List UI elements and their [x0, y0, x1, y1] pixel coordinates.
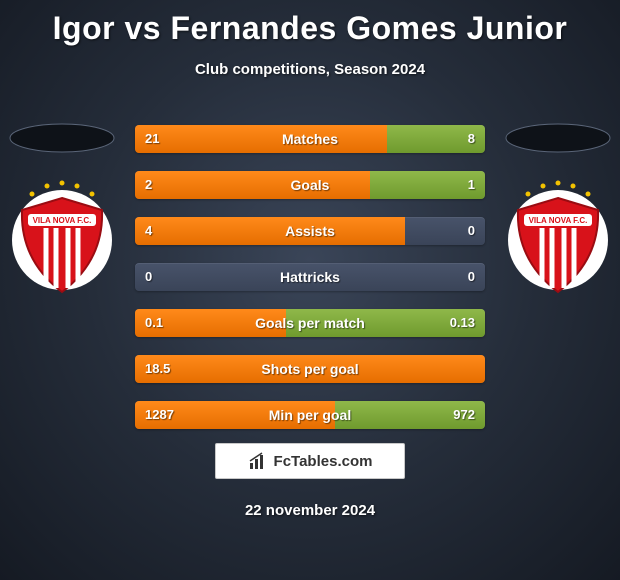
- stat-label: Matches: [135, 125, 485, 153]
- stats-comparison: 218Matches 21Goals 40Assists 00Hattricks 0.1…: [135, 125, 485, 447]
- brand-logo: FcTables.com: [215, 443, 405, 479]
- stat-row: 21Goals: [135, 171, 485, 199]
- stat-label: Shots per goal: [135, 355, 485, 383]
- stat-label: Goals per match: [135, 309, 485, 337]
- stat-row: 0.10.13Goals per match: [135, 309, 485, 337]
- stat-label: Assists: [135, 217, 485, 245]
- stat-row: 218Matches: [135, 125, 485, 153]
- brand-text: FcTables.com: [274, 453, 373, 470]
- page-title: Igor vs Fernandes Gomes Junior: [0, 0, 620, 47]
- footer-date: 22 november 2024: [0, 502, 620, 519]
- shield-icon: VILA NOVA F.C.: [8, 120, 116, 320]
- shield-icon: VILA NOVA F.C.: [504, 120, 612, 320]
- svg-text:VILA NOVA F.C.: VILA NOVA F.C.: [529, 216, 588, 225]
- stat-label: Min per goal: [135, 401, 485, 429]
- stat-row: 40Assists: [135, 217, 485, 245]
- svg-text:VILA NOVA F.C.: VILA NOVA F.C.: [33, 216, 92, 225]
- season-subtitle: Club competitions, Season 2024: [0, 61, 620, 78]
- stat-row: 00Hattricks: [135, 263, 485, 291]
- stat-label: Goals: [135, 171, 485, 199]
- player-right-badge: VILA NOVA F.C.: [504, 120, 612, 325]
- stat-row: 1287972Min per goal: [135, 401, 485, 429]
- stat-row: 18.5Shots per goal: [135, 355, 485, 383]
- player-left-badge: VILA NOVA F.C.: [8, 120, 116, 325]
- stat-label: Hattricks: [135, 263, 485, 291]
- chart-icon: [248, 451, 268, 471]
